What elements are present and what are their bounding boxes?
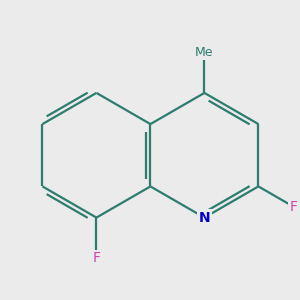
Text: Me: Me [195,46,214,59]
Text: F: F [92,251,101,265]
Text: N: N [199,211,210,225]
Text: F: F [290,200,298,214]
